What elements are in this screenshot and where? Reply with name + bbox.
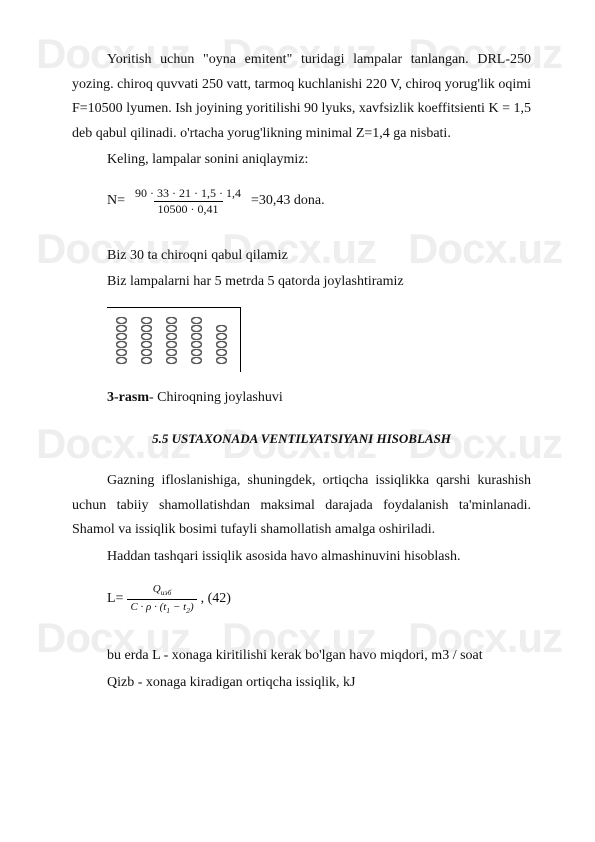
paragraph: Gazning ifloslanishiga, shuningdek, orti… bbox=[72, 469, 531, 543]
paragraph: bu erda L - xonaga kiritilishi kerak bo'… bbox=[107, 644, 531, 669]
fraction-denominator: 10500 · 0,41 bbox=[154, 201, 223, 216]
lamp-layout-diagram bbox=[107, 307, 241, 372]
formula-suffix: =30,43 dona. bbox=[251, 189, 325, 214]
lamp-icon bbox=[165, 332, 176, 340]
lamp-icon bbox=[115, 340, 126, 348]
paragraph: Biz 30 ta chiroqni qabul qilamiz bbox=[107, 244, 531, 269]
lamp-icon bbox=[115, 356, 126, 364]
lamp-icon bbox=[140, 356, 151, 364]
lamp-row bbox=[115, 356, 226, 364]
paragraph: Haddan tashqari issiqlik asosida havo al… bbox=[72, 545, 531, 570]
lamp-icon bbox=[165, 340, 176, 348]
section-number: 5.5 U bbox=[152, 431, 181, 446]
fraction-denominator: C · ρ · (t1 − t2) bbox=[127, 599, 196, 616]
lamp-icon bbox=[165, 324, 176, 332]
lamp-icon bbox=[140, 340, 151, 348]
lamp-icon bbox=[215, 356, 226, 364]
lamp-row bbox=[115, 348, 226, 356]
lamp-icon bbox=[190, 316, 201, 324]
paragraph: Qizb - xonaga kiradigan ortiqcha issiqli… bbox=[107, 671, 531, 696]
lamp-icon bbox=[215, 332, 226, 340]
lamp-icon bbox=[215, 340, 226, 348]
lamp-icon bbox=[140, 316, 151, 324]
lamp-row bbox=[115, 324, 226, 332]
lamp-icon bbox=[115, 332, 126, 340]
lamp-icon bbox=[190, 348, 201, 356]
figure-caption: 3-rasm- Chiroqning joylashuvi bbox=[107, 386, 531, 411]
lamp-icon bbox=[140, 348, 151, 356]
formula-lamp-count: N= 90 · 33 · 21 · 1,5 · 1,4 10500 · 0,41… bbox=[107, 187, 531, 216]
lamp-row bbox=[115, 340, 226, 348]
lamp-icon bbox=[215, 324, 226, 332]
lamp-icon bbox=[190, 340, 201, 348]
figure-number: 3-rasm bbox=[107, 390, 149, 405]
lamp-icon bbox=[190, 356, 201, 364]
section-title-text: STAXONADA VENTILYATSIYANI HISOBLASH bbox=[181, 431, 451, 446]
formula-prefix: N= bbox=[107, 189, 125, 214]
lamp-icon bbox=[165, 316, 176, 324]
lamp-icon bbox=[140, 324, 151, 332]
fraction: 90 · 33 · 21 · 1,5 · 1,4 10500 · 0,41 bbox=[131, 187, 245, 216]
lamp-icon bbox=[190, 324, 201, 332]
lamp-row bbox=[115, 316, 226, 324]
lamp-icon bbox=[115, 324, 126, 332]
paragraph: Yoritish uchun "oyna emitent" turidagi l… bbox=[72, 48, 531, 146]
figure-caption-text: - Chiroqning joylashuvi bbox=[149, 390, 283, 405]
lamp-row bbox=[115, 332, 226, 340]
fraction-numerator: 90 · 33 · 21 · 1,5 · 1,4 bbox=[131, 187, 245, 201]
fraction: Qизб C · ρ · (t1 − t2) bbox=[127, 583, 196, 616]
lamp-icon bbox=[115, 348, 126, 356]
lamp-icon bbox=[165, 348, 176, 356]
fraction-numerator: Qизб bbox=[150, 583, 175, 599]
section-heading: 5.5 USTAXONADA VENTILYATSIYANI HISOBLASH bbox=[72, 428, 531, 451]
paragraph: Biz lampalarni har 5 metrda 5 qatorda jo… bbox=[107, 270, 531, 295]
lamp-icon bbox=[190, 332, 201, 340]
formula-ventilation: L= Qизб C · ρ · (t1 − t2) , (42) bbox=[107, 583, 531, 616]
formula-prefix: L= bbox=[107, 587, 123, 612]
paragraph: Keling, lampalar sonini aniqlaymiz: bbox=[72, 148, 531, 173]
lamp-icon bbox=[215, 348, 226, 356]
lamp-icon bbox=[115, 316, 126, 324]
formula-suffix: , (42) bbox=[201, 587, 231, 612]
lamp-icon bbox=[140, 332, 151, 340]
lamp-icon bbox=[165, 356, 176, 364]
page-content: Yoritish uchun "oyna emitent" turidagi l… bbox=[0, 0, 595, 745]
